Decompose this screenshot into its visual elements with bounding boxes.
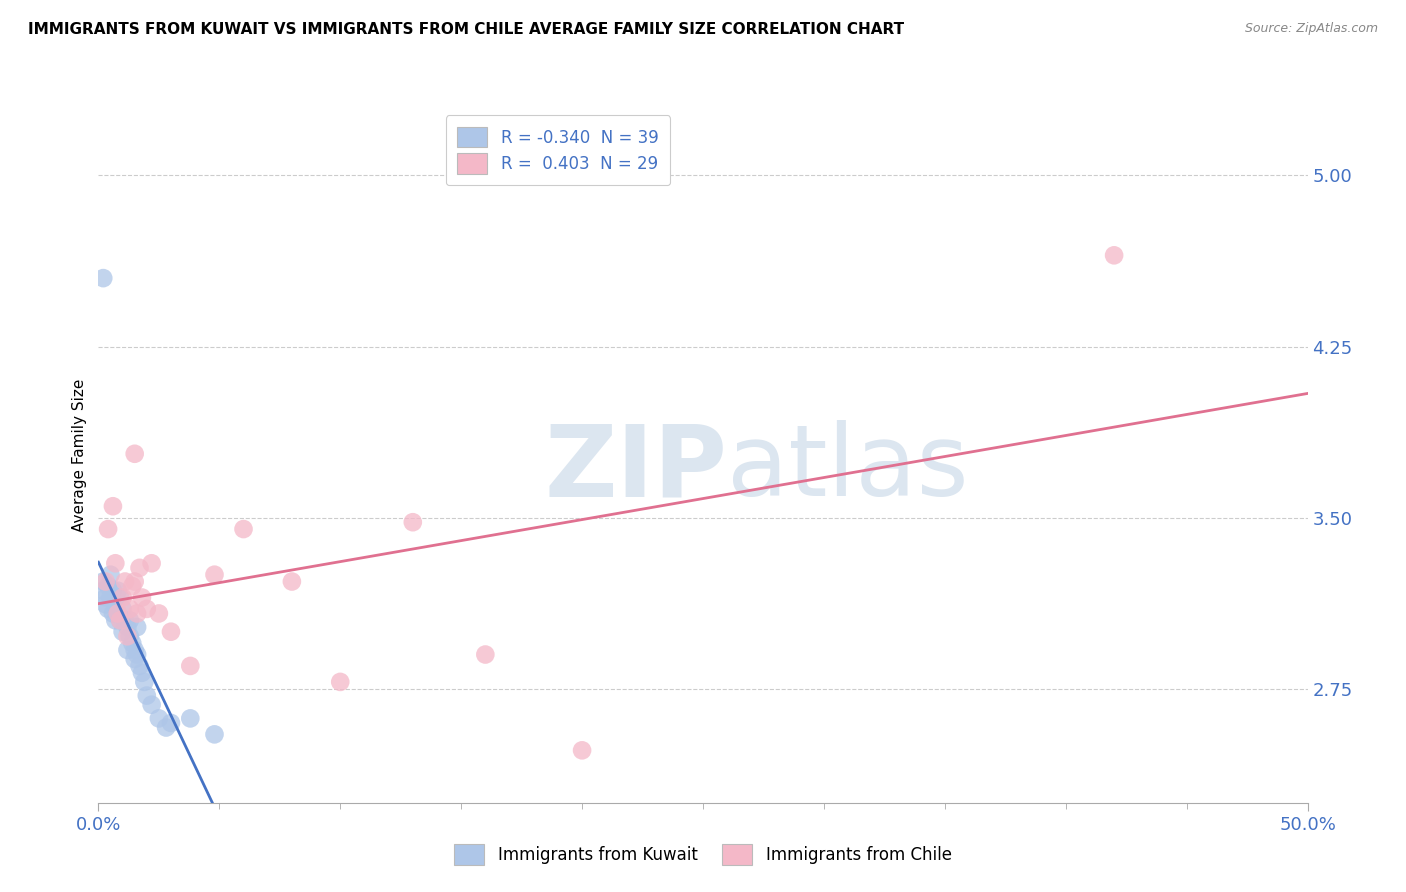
Point <box>204 727 226 741</box>
Text: ZIP: ZIP <box>544 420 727 517</box>
Point <box>114 613 136 627</box>
Point <box>101 500 124 514</box>
Point <box>128 561 150 575</box>
Point <box>104 556 127 570</box>
Point <box>91 583 114 598</box>
Point <box>111 591 134 605</box>
Point <box>107 607 129 621</box>
Point <box>124 447 146 461</box>
Point <box>97 579 120 593</box>
Point <box>124 574 146 589</box>
Point <box>97 602 120 616</box>
Point <box>232 522 254 536</box>
Point <box>94 591 117 605</box>
Point <box>127 648 149 662</box>
Point <box>118 613 141 627</box>
Point <box>148 711 170 725</box>
Point <box>128 659 150 673</box>
Point <box>134 674 156 689</box>
Point <box>1102 248 1125 262</box>
Point <box>101 607 124 621</box>
Legend: R = -0.340  N = 39, R =  0.403  N = 29: R = -0.340 N = 39, R = 0.403 N = 29 <box>446 115 671 186</box>
Point <box>204 567 226 582</box>
Point <box>117 629 139 643</box>
Point <box>124 652 146 666</box>
Point <box>100 567 122 582</box>
Text: atlas: atlas <box>727 420 969 517</box>
Point <box>91 271 114 285</box>
Point <box>474 648 496 662</box>
Point <box>107 607 129 621</box>
Point <box>101 583 124 598</box>
Point <box>91 574 114 589</box>
Point <box>118 602 141 616</box>
Point <box>117 620 139 634</box>
Point <box>281 574 304 589</box>
Point <box>111 602 134 616</box>
Text: Source: ZipAtlas.com: Source: ZipAtlas.com <box>1244 22 1378 36</box>
Point <box>127 620 149 634</box>
Point <box>111 624 134 639</box>
Point <box>571 743 593 757</box>
Point <box>179 711 201 725</box>
Point <box>121 636 143 650</box>
Y-axis label: Average Family Size: Average Family Size <box>72 378 87 532</box>
Point <box>131 591 153 605</box>
Point <box>121 579 143 593</box>
Point <box>97 522 120 536</box>
Point <box>107 583 129 598</box>
Point <box>108 613 131 627</box>
Point <box>179 659 201 673</box>
Legend: Immigrants from Kuwait, Immigrants from Chile: Immigrants from Kuwait, Immigrants from … <box>444 834 962 875</box>
Point <box>94 598 117 612</box>
Point <box>118 629 141 643</box>
Point <box>114 574 136 589</box>
Point <box>108 591 131 605</box>
Point <box>402 515 425 529</box>
Point <box>127 607 149 621</box>
Point <box>108 613 131 627</box>
Point <box>148 607 170 621</box>
Point <box>131 665 153 680</box>
Point <box>100 591 122 605</box>
Point <box>124 643 146 657</box>
Point <box>155 721 177 735</box>
Point <box>141 556 163 570</box>
Point <box>104 613 127 627</box>
Point <box>117 643 139 657</box>
Point <box>104 598 127 612</box>
Text: IMMIGRANTS FROM KUWAIT VS IMMIGRANTS FROM CHILE AVERAGE FAMILY SIZE CORRELATION : IMMIGRANTS FROM KUWAIT VS IMMIGRANTS FRO… <box>28 22 904 37</box>
Point <box>329 674 352 689</box>
Point <box>135 689 157 703</box>
Point <box>94 574 117 589</box>
Point <box>135 602 157 616</box>
Point <box>160 715 183 730</box>
Point <box>141 698 163 712</box>
Point <box>160 624 183 639</box>
